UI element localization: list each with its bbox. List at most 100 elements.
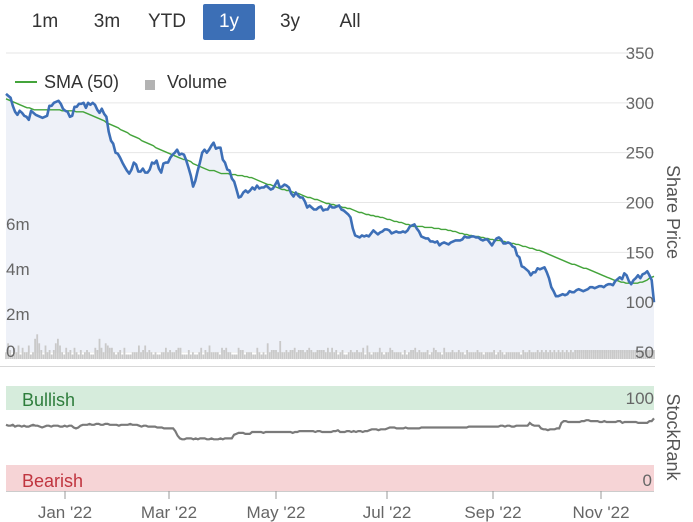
volume-bar[interactable] [248, 352, 250, 360]
volume-bar[interactable] [368, 352, 371, 360]
volume-bar[interactable] [412, 350, 414, 359]
volume-bar[interactable] [495, 354, 498, 360]
volume-bar[interactable] [453, 352, 456, 360]
volume-bar[interactable] [32, 352, 34, 360]
volume-bar[interactable] [77, 354, 80, 360]
volume-bar[interactable] [565, 350, 568, 359]
volume-bar[interactable] [246, 352, 248, 360]
volume-bar[interactable] [94, 347, 97, 360]
volume-bar[interactable] [150, 352, 153, 360]
volume-bar[interactable] [493, 350, 495, 359]
volume-bar[interactable] [167, 352, 169, 360]
volume-bar[interactable] [270, 350, 273, 359]
volume-bar[interactable] [337, 354, 340, 360]
volume-bar[interactable] [341, 350, 344, 359]
volume-bar[interactable] [621, 350, 624, 359]
volume-bar[interactable] [505, 352, 508, 360]
volume-bar[interactable] [447, 352, 450, 360]
volume-bar[interactable] [169, 350, 171, 359]
volume-bar[interactable] [225, 347, 228, 360]
volume-bar[interactable] [374, 352, 377, 360]
volume-bar[interactable] [250, 352, 252, 360]
volume-bar[interactable] [607, 350, 610, 359]
volume-bar[interactable] [408, 352, 410, 360]
volume-bar[interactable] [277, 352, 279, 360]
volume-bar[interactable] [135, 352, 138, 360]
volume-bar[interactable] [86, 350, 88, 359]
volume-bar[interactable] [52, 350, 55, 359]
volume-bar[interactable] [370, 354, 373, 360]
volume-bar[interactable] [92, 354, 95, 360]
volume-bar[interactable] [302, 350, 304, 359]
volume-bar[interactable] [142, 350, 144, 359]
volume-bar[interactable] [264, 354, 267, 360]
volume-bar[interactable] [534, 352, 537, 360]
volume-bar[interactable] [125, 354, 128, 360]
volume-bar[interactable] [36, 334, 39, 360]
volume-bar[interactable] [262, 352, 265, 360]
volume-bar[interactable] [156, 354, 159, 360]
volume-bar[interactable] [420, 352, 423, 360]
volume-bar[interactable] [19, 354, 22, 360]
volume-bar[interactable] [206, 352, 209, 360]
volume-bar[interactable] [449, 352, 452, 360]
range-tab-3m[interactable]: 3m [93, 11, 121, 32]
volume-bar[interactable] [329, 352, 331, 360]
volume-bar[interactable] [609, 350, 612, 359]
volume-bar[interactable] [239, 350, 242, 359]
range-tab-1m[interactable]: 1m [31, 11, 59, 32]
volume-bar[interactable] [7, 343, 9, 359]
volume-bar[interactable] [457, 350, 460, 359]
volume-bar[interactable] [123, 347, 126, 360]
volume-bar[interactable] [451, 350, 454, 359]
range-tab-all[interactable]: All [339, 11, 361, 32]
volume-bar[interactable] [108, 347, 111, 360]
volume-bar[interactable] [464, 354, 466, 360]
volume-bar[interactable] [88, 352, 90, 360]
volume-bar[interactable] [293, 347, 296, 360]
volume-bar[interactable] [540, 350, 543, 359]
volume-bar[interactable] [511, 352, 514, 360]
volume-bar[interactable] [27, 345, 30, 360]
volume-bar[interactable] [160, 352, 163, 360]
volume-bar[interactable] [73, 347, 76, 360]
volume-bar[interactable] [289, 350, 292, 359]
volume-bar[interactable] [69, 350, 72, 359]
volume-bar[interactable] [204, 350, 207, 359]
volume-bar[interactable] [339, 352, 342, 360]
volume-bar[interactable] [322, 350, 325, 359]
volume-bar[interactable] [63, 354, 66, 360]
volume-bar[interactable] [378, 347, 381, 360]
volume-bar[interactable] [187, 350, 190, 359]
volume-bar[interactable] [376, 352, 379, 360]
volume-bar[interactable] [333, 352, 336, 360]
volume-bar[interactable] [503, 354, 506, 360]
volume-bar[interactable] [445, 352, 448, 360]
volume-bar[interactable] [590, 350, 593, 359]
volume-bar[interactable] [395, 352, 398, 360]
volume-bar[interactable] [584, 350, 587, 359]
volume-bar[interactable] [478, 352, 481, 360]
volume-legend-label[interactable]: Volume [167, 72, 227, 92]
volume-bar[interactable] [268, 352, 271, 360]
volume-bar[interactable] [175, 350, 178, 359]
volume-bar[interactable] [351, 352, 354, 360]
volume-bar[interactable] [366, 345, 369, 360]
volume-bar[interactable] [582, 350, 585, 359]
volume-bar[interactable] [642, 350, 645, 359]
volume-bar[interactable] [356, 350, 358, 359]
volume-bar[interactable] [599, 350, 601, 359]
volume-bar[interactable] [316, 350, 319, 359]
volume-bar[interactable] [241, 350, 244, 359]
volume-bar[interactable] [233, 354, 236, 360]
volume-bar[interactable] [81, 354, 84, 360]
volume-bar[interactable] [466, 350, 468, 359]
volume-bar[interactable] [653, 350, 655, 359]
volume-bar[interactable] [231, 354, 234, 360]
volume-bar[interactable] [530, 352, 533, 360]
volume-bar[interactable] [559, 352, 562, 360]
volume-bar[interactable] [30, 354, 32, 360]
sma-line[interactable] [5, 98, 655, 284]
volume-bar[interactable] [613, 350, 616, 359]
volume-bar[interactable] [345, 354, 348, 360]
